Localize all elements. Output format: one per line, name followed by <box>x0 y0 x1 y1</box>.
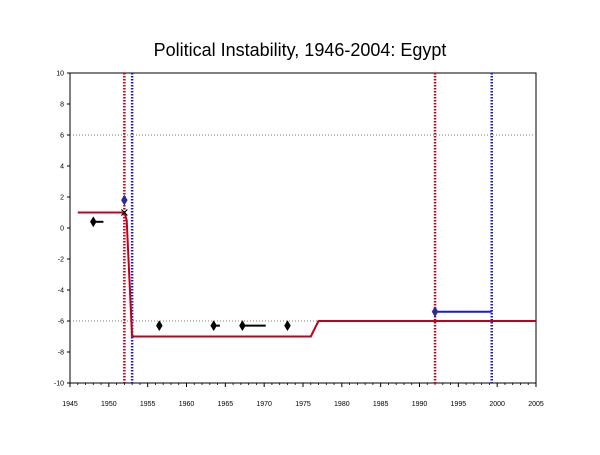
event-marker <box>284 320 291 332</box>
x-tick-label: 1960 <box>179 401 195 408</box>
event-marker <box>121 194 128 206</box>
y-tick-label: 4 <box>60 164 64 171</box>
event-marker <box>210 320 217 332</box>
x-tick-label: 2005 <box>528 401 544 408</box>
x-tick-label: 1965 <box>218 401 234 408</box>
y-tick-label: 8 <box>60 102 64 109</box>
x-tick-label: 1945 <box>62 401 78 408</box>
series-line <box>77 211 536 338</box>
event-marker <box>156 320 163 332</box>
x-tick-label: 2000 <box>489 401 505 408</box>
x-tick-label: 1955 <box>140 401 156 408</box>
y-tick-label: 6 <box>60 133 64 140</box>
x-tick-label: 1990 <box>412 401 428 408</box>
x-tick-label: 1985 <box>373 401 389 408</box>
x-tick-label: 1975 <box>295 401 311 408</box>
cross-marker <box>120 209 128 216</box>
event-marker <box>431 306 439 318</box>
x-tick-label: 1950 <box>101 401 117 408</box>
y-tick-label: -4 <box>58 288 64 295</box>
event-marker <box>239 320 246 332</box>
y-tick-label: 2 <box>60 195 64 202</box>
x-tick-label: 1995 <box>451 401 467 408</box>
y-tick-label: 10 <box>56 71 64 78</box>
chart-title: Political Instability, 1946-2004: Egypt <box>153 40 447 60</box>
y-tick-label: 0 <box>60 226 64 233</box>
event-marker <box>90 216 97 228</box>
x-tick-label: 1970 <box>256 401 272 408</box>
y-tick-label: -6 <box>58 319 64 326</box>
y-tick-label: -2 <box>58 257 64 264</box>
x-tick-label: 1980 <box>334 401 350 408</box>
y-tick-label: -10 <box>54 381 64 388</box>
y-tick-label: -8 <box>58 350 64 357</box>
